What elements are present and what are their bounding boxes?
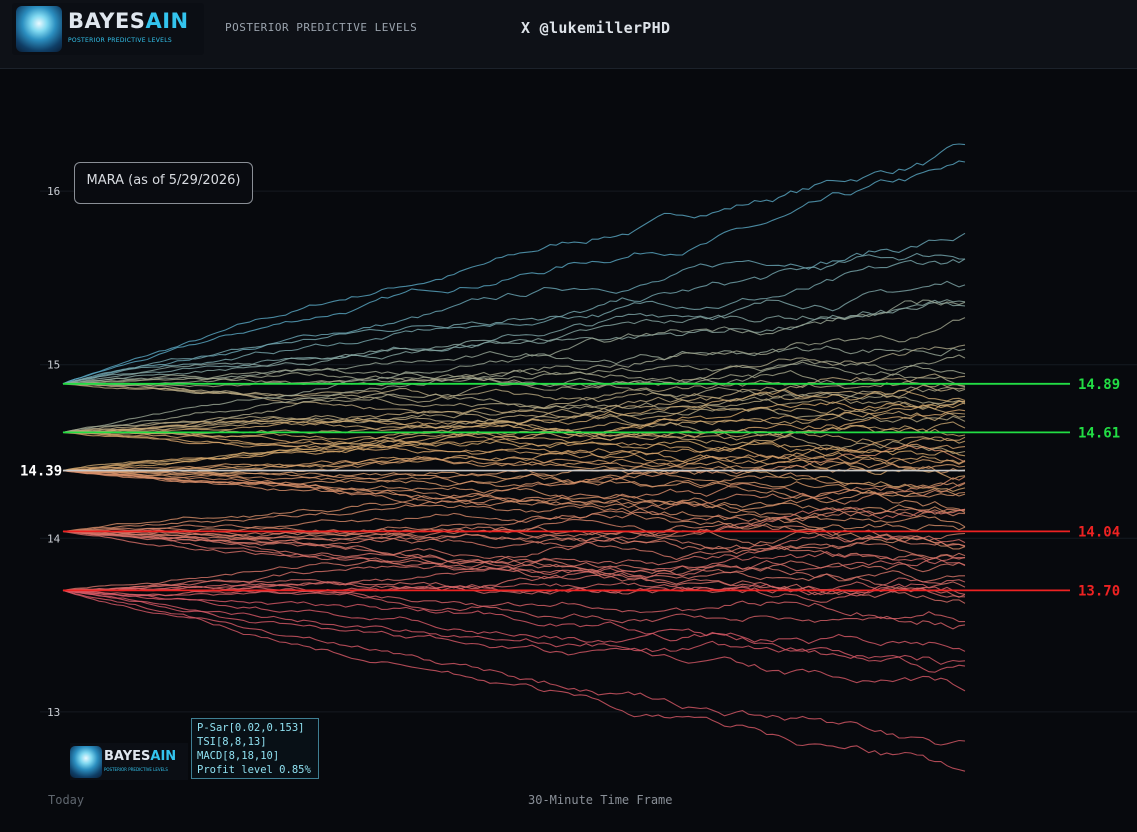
page-title: POSTERIOR PREDICTIVE LEVELS xyxy=(225,21,418,34)
param-tsi: TSI[8,8,13] xyxy=(197,736,267,748)
y-tick-label: 16 xyxy=(47,185,60,198)
sim-path-4-12 xyxy=(62,589,966,692)
sim-path-3-8 xyxy=(62,529,966,553)
param-profit: Profit level 0.85% xyxy=(197,764,311,776)
sim-path-0-1 xyxy=(62,160,966,385)
level-label-3: 13.70 xyxy=(1078,583,1120,599)
sim-path-4-2 xyxy=(62,557,966,591)
sim-path-1-6 xyxy=(62,401,966,433)
sim-path-1-12 xyxy=(62,431,966,465)
sim-path-4-5 xyxy=(62,583,966,603)
sim-path-1-5 xyxy=(62,383,966,433)
sim-path-4-14 xyxy=(62,589,966,772)
sim-path-1-13 xyxy=(62,431,966,480)
level-label-2: 14.04 xyxy=(1078,524,1120,540)
level-label-0: 14.89 xyxy=(1078,377,1120,393)
indicator-params-box: P-Sar[0.02,0.153] TSI[8,8,13] MACD[8,18,… xyxy=(191,718,319,779)
level-lines: 14.39 14.89 14.61 14.04 13.70 xyxy=(20,377,1120,600)
sim-path-3-2 xyxy=(62,481,966,532)
current-price-label: 14.39 xyxy=(20,464,62,480)
sim-path-2-0 xyxy=(62,388,966,472)
mini-logo-orb-icon xyxy=(70,746,102,778)
sim-path-0-10 xyxy=(62,354,966,386)
sim-path-4-8 xyxy=(62,589,966,630)
sim-path-0-5 xyxy=(62,280,966,385)
y-axis-ticks: 13 14 15 16 xyxy=(47,185,61,719)
sim-path-0-3 xyxy=(62,252,966,385)
sim-path-2-2 xyxy=(62,401,966,472)
sim-path-2-15 xyxy=(62,470,966,531)
sim-path-0-15 xyxy=(62,383,966,409)
bayesain-logo: BAYESAIN POSTERIOR PREDICTIVE LEVELS xyxy=(12,3,204,55)
x-axis-title: 30-Minute Time Frame xyxy=(528,793,673,807)
simulated-paths xyxy=(62,143,966,772)
sim-path-4-10 xyxy=(62,589,966,665)
header-bar: BAYESAIN POSTERIOR PREDICTIVE LEVELS POS… xyxy=(0,0,1137,69)
sim-path-0-0 xyxy=(62,143,966,385)
sim-path-0-16 xyxy=(62,383,966,454)
sim-path-3-13 xyxy=(62,530,966,598)
sim-path-2-6 xyxy=(62,454,966,472)
sim-path-3-0 xyxy=(62,444,966,532)
sim-path-0-11 xyxy=(62,369,966,388)
sim-path-4-1 xyxy=(62,533,966,591)
sim-path-1-3 xyxy=(62,373,966,433)
mini-logo-subtitle: POSTERIOR PREDICTIVE LEVELS xyxy=(104,767,168,772)
param-psar: P-Sar[0.02,0.153] xyxy=(197,722,305,734)
sim-path-4-9 xyxy=(62,589,966,652)
sim-path-2-13 xyxy=(62,469,966,514)
price-fan-chart: 14.39 14.89 14.61 14.04 13.70 13 14 15 16 xyxy=(20,143,1137,772)
logo-subtitle: POSTERIOR PREDICTIVE LEVELS xyxy=(68,37,173,44)
sim-path-2-4 xyxy=(62,436,966,472)
param-macd: MACD[8,18,10] xyxy=(197,750,280,762)
sim-path-2-9 xyxy=(62,470,966,498)
sim-path-0-4 xyxy=(62,258,966,385)
y-tick-label: 15 xyxy=(47,359,60,372)
mini-logo-title: BAYESAIN xyxy=(104,749,177,764)
logo-title: BAYESAIN xyxy=(68,9,189,33)
social-handle[interactable]: X @lukemillerPHD xyxy=(521,19,671,37)
sim-path-3-9 xyxy=(62,530,966,561)
sim-path-4-4 xyxy=(62,577,966,594)
mini-logo: BAYESAIN POSTERIOR PREDICTIVE LEVELS xyxy=(70,743,188,780)
ticker-label: MARA (as of 5/29/2026) xyxy=(86,173,241,188)
sim-path-2-3 xyxy=(62,409,966,472)
sim-path-3-1 xyxy=(62,476,966,532)
y-tick-label: 13 xyxy=(47,706,60,719)
sim-path-4-13 xyxy=(62,589,966,746)
sim-path-0-9 xyxy=(62,361,966,388)
sim-path-0-7 xyxy=(62,299,966,385)
sim-path-2-12 xyxy=(62,470,966,514)
sim-path-4-7 xyxy=(63,587,965,623)
sim-path-1-1 xyxy=(62,317,966,433)
logo-orb-icon xyxy=(16,6,62,52)
x-axis-start-label: Today xyxy=(48,793,85,807)
sim-path-0-2 xyxy=(62,232,966,385)
sim-path-4-0 xyxy=(62,507,966,591)
sim-path-2-10 xyxy=(62,469,966,489)
sim-path-3-14 xyxy=(62,530,966,604)
sim-path-1-9 xyxy=(63,419,966,444)
y-tick-label: 14 xyxy=(47,532,61,545)
sim-path-3-3 xyxy=(62,508,966,534)
ticker-box: MARA (as of 5/29/2026) xyxy=(74,162,253,204)
sim-path-4-11 xyxy=(62,589,966,673)
sim-path-1-0 xyxy=(62,299,966,433)
level-label-1: 14.61 xyxy=(1078,425,1120,441)
